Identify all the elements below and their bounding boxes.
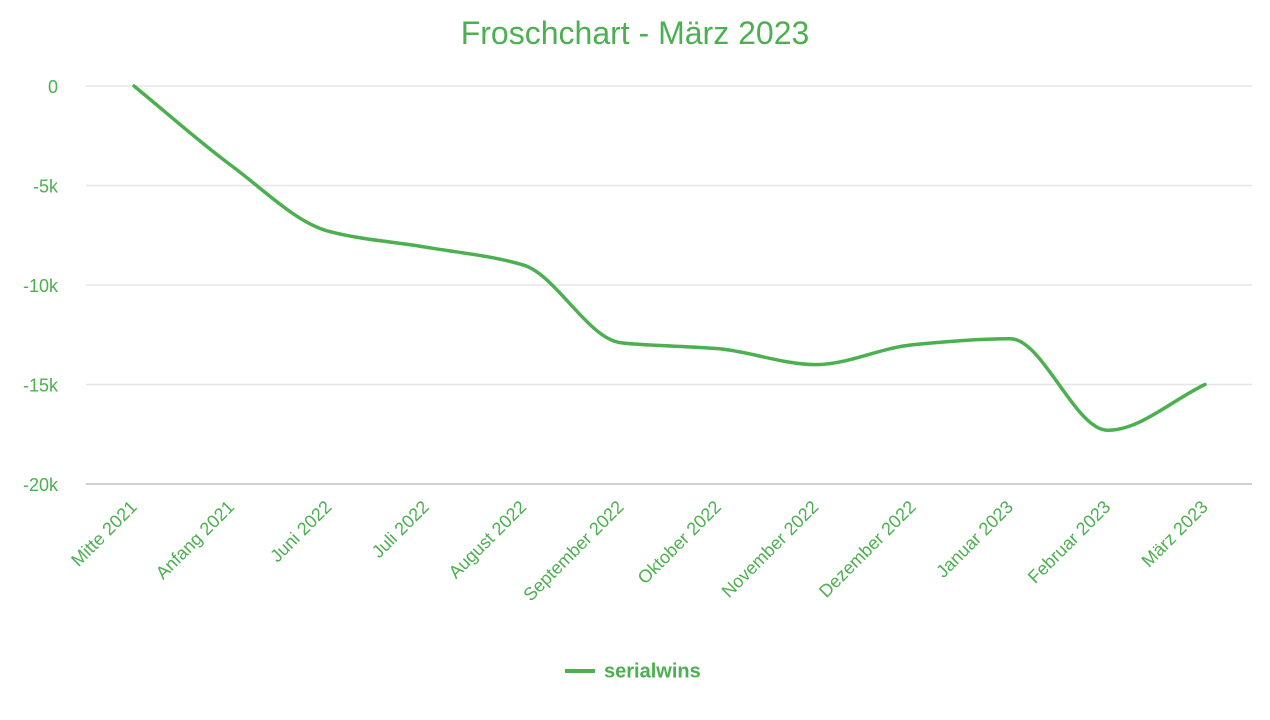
legend[interactable]: serialwins [565,660,701,682]
x-tick-label: August 2022 [445,497,531,583]
y-tick-label: -5k [33,176,59,196]
gridlines [86,85,1252,485]
x-tick-label: Mitte 2021 [67,497,141,571]
x-tick-label: März 2023 [1138,497,1212,571]
x-tick-label: Oktober 2022 [634,497,725,588]
x-tick-label: Februar 2023 [1024,497,1115,588]
chart-title: Froschchart - März 2023 [461,15,810,51]
y-tick-label: -15k [23,375,59,395]
y-tick-label: -20k [23,475,59,495]
x-tick-label: Anfang 2021 [152,497,238,583]
legend-label[interactable]: serialwins [604,660,701,682]
series-line [132,84,1207,433]
x-tick-label: September 2022 [519,497,627,605]
x-tick-label: Juli 2022 [368,497,433,562]
y-tick-label: 0 [48,77,58,97]
x-axis: Mitte 2021 Anfang 2021 Juni 2022 Juli 2022 A… [67,497,1212,605]
x-tick-label: Dezember 2022 [815,497,920,602]
y-tick-label: -10k [23,276,59,296]
series-lines [132,84,1207,433]
x-tick-label: Juni 2022 [266,497,335,566]
y-axis: 0 -5k -10k -15k -20k [23,77,59,495]
x-tick-label: November 2022 [718,497,823,602]
x-tick-label: Januar 2023 [932,497,1017,582]
